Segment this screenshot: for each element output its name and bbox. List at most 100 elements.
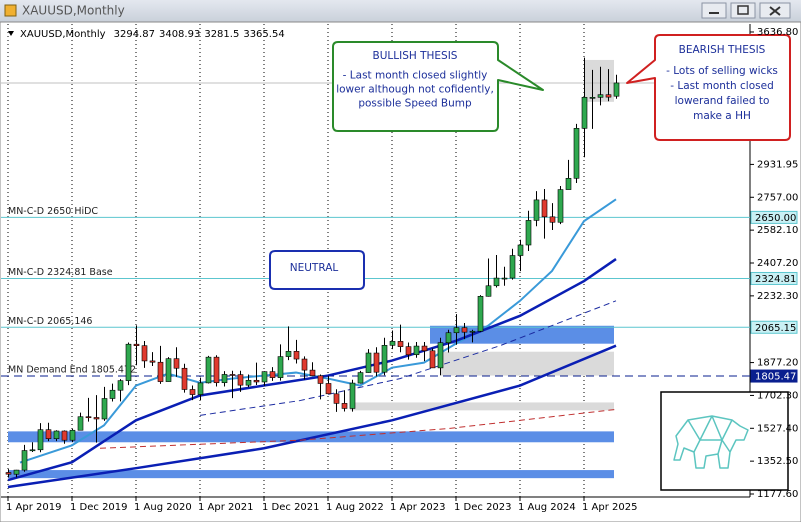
zone (350, 402, 614, 411)
candle-body (37, 429, 44, 451)
y-tick-label: 1527.40 (757, 423, 798, 434)
level-tag-label: 1805.47 (755, 372, 796, 383)
candle-body (597, 94, 604, 98)
window-icon (4, 4, 17, 17)
candle-body (381, 345, 388, 373)
candle-body (333, 393, 340, 404)
level-name: MN-C-D 2650 HiDC (8, 206, 98, 217)
zone (430, 325, 614, 344)
logo-frame (660, 391, 789, 491)
candle-body (85, 416, 92, 419)
y-tick-label: 2582.10 (757, 225, 798, 236)
moving-average (7, 258, 617, 482)
candle-body (429, 350, 436, 369)
bearish-callout-text: make a HH (693, 110, 751, 122)
candle-body (461, 327, 468, 333)
y-tick-label: 1352.50 (757, 456, 798, 467)
candle-body (557, 189, 564, 223)
candle-body (485, 285, 492, 297)
header-open: 3294.87 (114, 29, 155, 40)
zone (8, 470, 614, 479)
candle-body (301, 358, 308, 371)
level-tag (750, 210, 798, 224)
candle-body (437, 342, 444, 369)
restore-button[interactable] (730, 2, 756, 19)
candle-body (61, 430, 68, 441)
candle-body (149, 360, 156, 363)
level-tag (750, 320, 798, 334)
candle-body (141, 345, 148, 362)
candle-body (5, 472, 12, 475)
candle-body (93, 417, 100, 420)
candle-body (341, 403, 348, 409)
x-tick-label: 1 Apr 2025 (582, 502, 637, 513)
candle-body (509, 255, 516, 279)
bearish-callout-text: BEARISH THESIS (679, 44, 766, 56)
candle-body (197, 382, 204, 395)
candle-body (365, 352, 372, 373)
candle-body (405, 346, 412, 356)
x-tick-label: 1 Apr 2019 (6, 502, 61, 513)
candle-body (605, 94, 612, 98)
y-tick-label: 1877.20 (757, 358, 798, 369)
candle-body (573, 128, 580, 179)
bullish-callout-text: - Last month closed slightly (343, 70, 488, 82)
moving-average (99, 408, 617, 449)
chart-header: XAUUSD,Monthly 3294.87 3408.93 3281.5 3365.5… (20, 29, 285, 40)
candle-body (469, 330, 476, 333)
level-tag-label: 2324.81 (755, 274, 796, 285)
y-tick-label: 2757.00 (757, 192, 798, 203)
bearish-callout-text: - Lots of selling wicks (666, 65, 778, 77)
candle-body (189, 389, 196, 395)
candle-body (229, 374, 236, 376)
bullish-callout (332, 41, 544, 132)
level-tag (750, 271, 798, 285)
level-name: MN-C-D 2065.146 (8, 316, 92, 327)
candle-body (397, 341, 404, 347)
candle-body (325, 383, 332, 395)
moving-average (7, 344, 617, 489)
candle-body (421, 345, 428, 352)
minimize-button[interactable] (701, 2, 727, 19)
level-tag (750, 369, 798, 383)
candle-body (613, 82, 620, 97)
level-tag-label: 2065.15 (755, 323, 796, 334)
candle-body (21, 450, 28, 471)
candle-body (245, 379, 252, 386)
y-tick-label: 2931.95 (757, 159, 798, 170)
candle-body (165, 358, 172, 382)
neutral-callout (269, 250, 365, 290)
candle-body (357, 372, 364, 384)
candle-body (101, 398, 108, 420)
title-bar (0, 0, 801, 22)
candle-body (589, 97, 596, 99)
candle-body (565, 178, 572, 190)
candle-body (541, 199, 548, 218)
bearish-callout-text: lowerand failed to (675, 95, 770, 107)
y-tick-label: 2232.30 (757, 291, 798, 302)
y-tick-label: 3636.80 (757, 27, 798, 38)
candle-body (205, 356, 212, 384)
candle-body (373, 352, 380, 373)
candle-body (157, 361, 164, 382)
x-tick-label: 1 Dec 2023 (454, 502, 512, 513)
candle-body (181, 367, 188, 390)
candle-body (533, 199, 540, 221)
window-buttons[interactable] (701, 2, 791, 19)
bear-logo (673, 415, 749, 469)
candle-body (285, 351, 292, 357)
candle-body (173, 358, 180, 369)
candle-body (525, 220, 532, 246)
candle-body (309, 369, 316, 377)
candle-body (125, 343, 132, 381)
candle-body (501, 277, 508, 280)
candle-body (13, 469, 20, 475)
candle-body (453, 327, 460, 334)
level-name: MN-C-D 2324.81 Base (8, 267, 113, 278)
candle-body (277, 356, 284, 378)
x-tick-label: 1 Aug 2022 (326, 502, 384, 513)
candle-body (261, 371, 268, 383)
candle-body (237, 374, 244, 386)
bullish-callout-text: BULLISH THESIS (373, 50, 458, 62)
